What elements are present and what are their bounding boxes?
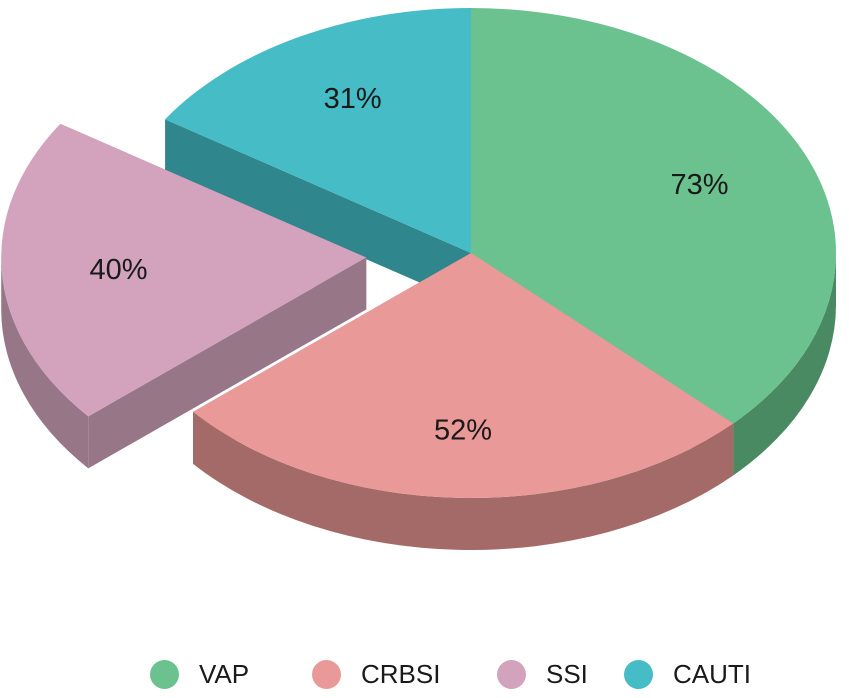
legend-item-vap[interactable]: VAP — [150, 650, 249, 698]
legend-swatch-cauti — [624, 659, 653, 689]
legend-swatch-vap — [150, 659, 179, 689]
pie-side-cauti — [165, 119, 471, 305]
data-label-cauti: 31% — [324, 83, 382, 115]
data-label-crbsi: 52% — [434, 414, 492, 446]
pie-outer-wall-crbsi — [193, 411, 734, 551]
legend-item-cauti[interactable]: CAUTI — [624, 650, 751, 698]
legend-swatch-ssi — [497, 659, 526, 689]
legend-label-vap: VAP — [199, 658, 250, 689]
pie-wall-cauti-start — [165, 119, 471, 305]
pie-labels: 73% 52% 40% 31% — [90, 83, 729, 446]
pie-outer-wall-ssi — [1, 257, 89, 469]
legend-item-ssi[interactable]: SSI — [497, 650, 588, 698]
legend-label-crbsi: CRBSI — [361, 658, 441, 689]
pie-slice-vap[interactable] — [471, 8, 836, 424]
pie-slice-cauti[interactable] — [165, 8, 471, 253]
pie-slice-crbsi[interactable] — [193, 253, 734, 498]
pie-outer-wall-vap — [733, 253, 836, 476]
legend-label-ssi: SSI — [546, 658, 588, 689]
pie-tops — [1, 8, 836, 498]
legend: VAP CRBSI SSI CAUTI — [0, 650, 849, 698]
legend-item-crbsi[interactable]: CRBSI — [312, 650, 440, 698]
legend-swatch-crbsi — [312, 659, 341, 689]
legend-label-cauti: CAUTI — [673, 658, 751, 689]
pie-wall-ssi-start — [88, 257, 367, 469]
pie-slice-ssi[interactable] — [1, 123, 367, 417]
data-label-ssi: 40% — [90, 254, 148, 286]
data-label-vap: 73% — [671, 169, 729, 201]
